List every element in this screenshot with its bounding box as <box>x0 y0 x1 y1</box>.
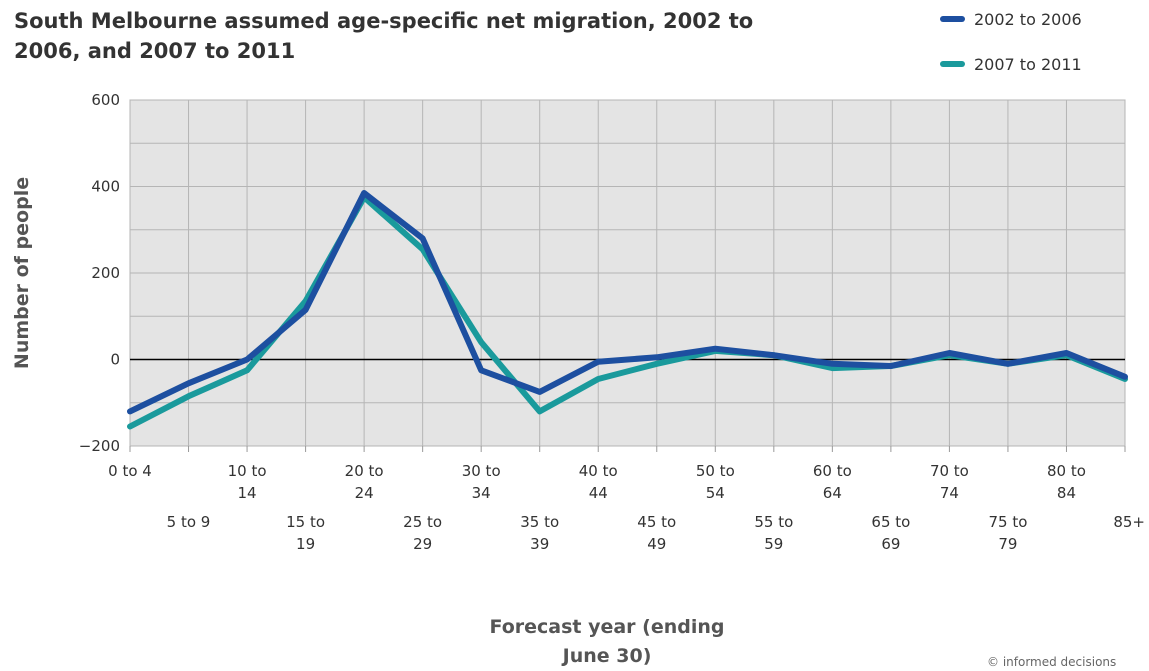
y-tick-label: 400 <box>91 178 120 196</box>
x-tick-label: 50 to <box>696 462 735 480</box>
x-tick-label: 84 <box>1057 484 1076 502</box>
x-tick-label: 49 <box>647 535 666 553</box>
x-tick-label: 79 <box>998 535 1017 553</box>
y-tick-label: 600 <box>91 91 120 109</box>
grid-lines <box>129 99 1126 452</box>
y-tick-labels: 600 400 200 0 −200 <box>79 91 120 455</box>
x-tick-label: 35 to <box>520 513 559 531</box>
x-tick-label: 75 to <box>988 513 1027 531</box>
x-tick-label: 10 to <box>228 462 267 480</box>
x-tick-label: 59 <box>764 535 783 553</box>
series-line-2002-to-2006 <box>127 190 1128 415</box>
y-tick-label: 200 <box>91 264 120 282</box>
x-tick-label: 64 <box>823 484 842 502</box>
legend-label-2002-2006: 2002 to 2006 <box>974 10 1082 29</box>
x-axis-title-line-1: Forecast year (ending <box>489 616 724 638</box>
x-tick-label: 45 to <box>637 513 676 531</box>
credit-text: © informed decisions <box>987 655 1116 669</box>
x-tick-label: 14 <box>238 484 257 502</box>
x-tick-label: 29 <box>413 535 432 553</box>
y-tick-label: 0 <box>110 351 120 369</box>
x-tick-label: 65 to <box>871 513 910 531</box>
x-axis-title-line-2: June 30) <box>561 645 652 667</box>
x-tick-label: 19 <box>296 535 315 553</box>
y-tick-label: −200 <box>79 437 120 455</box>
x-tick-label: 24 <box>355 484 374 502</box>
x-tick-label: 44 <box>589 484 608 502</box>
x-tick-label: 74 <box>940 484 959 502</box>
legend: 2002 to 2006 2007 to 2011 <box>940 10 1082 74</box>
x-tick-label: 25 to <box>403 513 442 531</box>
x-tick-labels: 0 to 4 5 to 9 10 to 14 15 to 19 20 to 24 25 to 29… <box>108 462 1145 553</box>
x-tick-label: 30 to <box>462 462 501 480</box>
legend-label-2007-2011: 2007 to 2011 <box>974 55 1082 74</box>
series-lines <box>127 190 1128 430</box>
x-tick-label: 80 to <box>1047 462 1086 480</box>
y-axis-title: Number of people <box>11 177 33 369</box>
x-tick-label: 70 to <box>930 462 969 480</box>
x-tick-label: 40 to <box>579 462 618 480</box>
chart-title: South Melbourne assumed age-specific net… <box>14 9 754 63</box>
x-tick-label: 0 to 4 <box>108 462 152 480</box>
x-tick-label: 85+ <box>1113 513 1145 531</box>
x-tick-label: 60 to <box>813 462 852 480</box>
x-tick-label: 20 to <box>345 462 384 480</box>
x-tick-label: 5 to 9 <box>167 513 211 531</box>
x-tick-label: 69 <box>881 535 900 553</box>
x-tick-label: 39 <box>530 535 549 553</box>
x-tick-label: 15 to <box>286 513 325 531</box>
x-tick-label: 54 <box>706 484 725 502</box>
x-tick-label: 55 to <box>754 513 793 531</box>
x-tick-label: 34 <box>472 484 491 502</box>
